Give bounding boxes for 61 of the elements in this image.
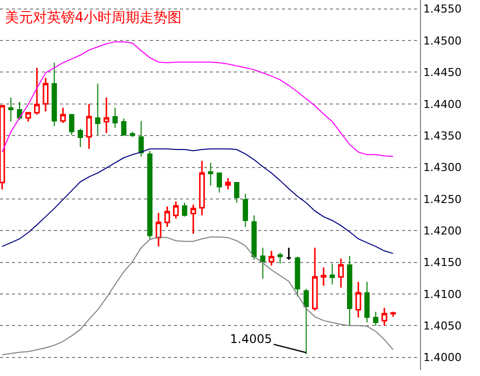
candlestick xyxy=(190,204,196,235)
candlestick xyxy=(121,118,126,136)
candlestick xyxy=(242,193,248,228)
candlestick xyxy=(69,114,74,136)
candlestick xyxy=(294,256,300,298)
candlestick xyxy=(278,252,283,264)
candlestick xyxy=(52,62,57,127)
y-tick-label: 1.4100 xyxy=(423,288,462,301)
candlestick xyxy=(156,212,162,248)
candlestick xyxy=(338,258,344,288)
candlestick xyxy=(260,247,266,280)
candlestick xyxy=(16,102,22,120)
candlestick xyxy=(216,172,222,194)
y-tick-label: 1.4500 xyxy=(423,34,462,48)
candlestick xyxy=(42,77,48,112)
y-tick-label: 1.4550 xyxy=(423,2,462,16)
candlestick xyxy=(78,128,83,148)
line-series xyxy=(2,41,394,157)
candlestick xyxy=(60,106,66,124)
y-tick-label: 1.4250 xyxy=(423,192,462,206)
y-tick-label: 1.4350 xyxy=(423,129,462,142)
y-tick-label: 1.4000 xyxy=(423,351,462,364)
y-tick-label: 1.4150 xyxy=(423,256,462,270)
y-tick-label: 1.4450 xyxy=(423,66,462,80)
candlestick xyxy=(86,103,92,150)
candlestick xyxy=(225,177,231,190)
y-tick-label: 1.4050 xyxy=(423,320,462,332)
y-tick-label: 1.4200 xyxy=(423,224,462,238)
candlestick xyxy=(312,246,318,312)
candlestick xyxy=(95,83,100,136)
candlestick xyxy=(182,202,188,218)
line-series xyxy=(2,148,394,254)
candlestick xyxy=(355,281,362,318)
candlestick xyxy=(199,160,205,216)
candlestick xyxy=(104,96,110,134)
candlestick xyxy=(347,255,352,326)
candlestick xyxy=(147,150,152,240)
candlestick xyxy=(138,120,144,157)
candlestick xyxy=(130,131,136,138)
text: 美元对英镑4小时周期走势图 xyxy=(4,10,182,26)
candlestick xyxy=(330,263,335,285)
candlestick xyxy=(304,288,309,355)
candlestick xyxy=(234,182,240,204)
candlestick xyxy=(373,311,378,326)
y-tick-label: 1.4400 xyxy=(423,98,462,111)
candlestick xyxy=(382,307,388,326)
candlestick xyxy=(25,112,32,122)
candlestick xyxy=(364,281,370,323)
candlestick xyxy=(208,162,214,186)
y-tick-label: 1.4300 xyxy=(423,161,462,174)
candlestick xyxy=(251,214,257,260)
candlestick xyxy=(164,206,170,228)
candlestick xyxy=(8,97,14,122)
candlestick xyxy=(173,200,179,220)
candlestick xyxy=(390,310,396,318)
candlestick xyxy=(320,266,326,286)
candlestick xyxy=(34,67,40,116)
candlestick xyxy=(286,246,292,261)
candlestick xyxy=(112,107,118,128)
annotation: 1.4005 xyxy=(230,332,272,346)
candlestick xyxy=(268,250,274,266)
